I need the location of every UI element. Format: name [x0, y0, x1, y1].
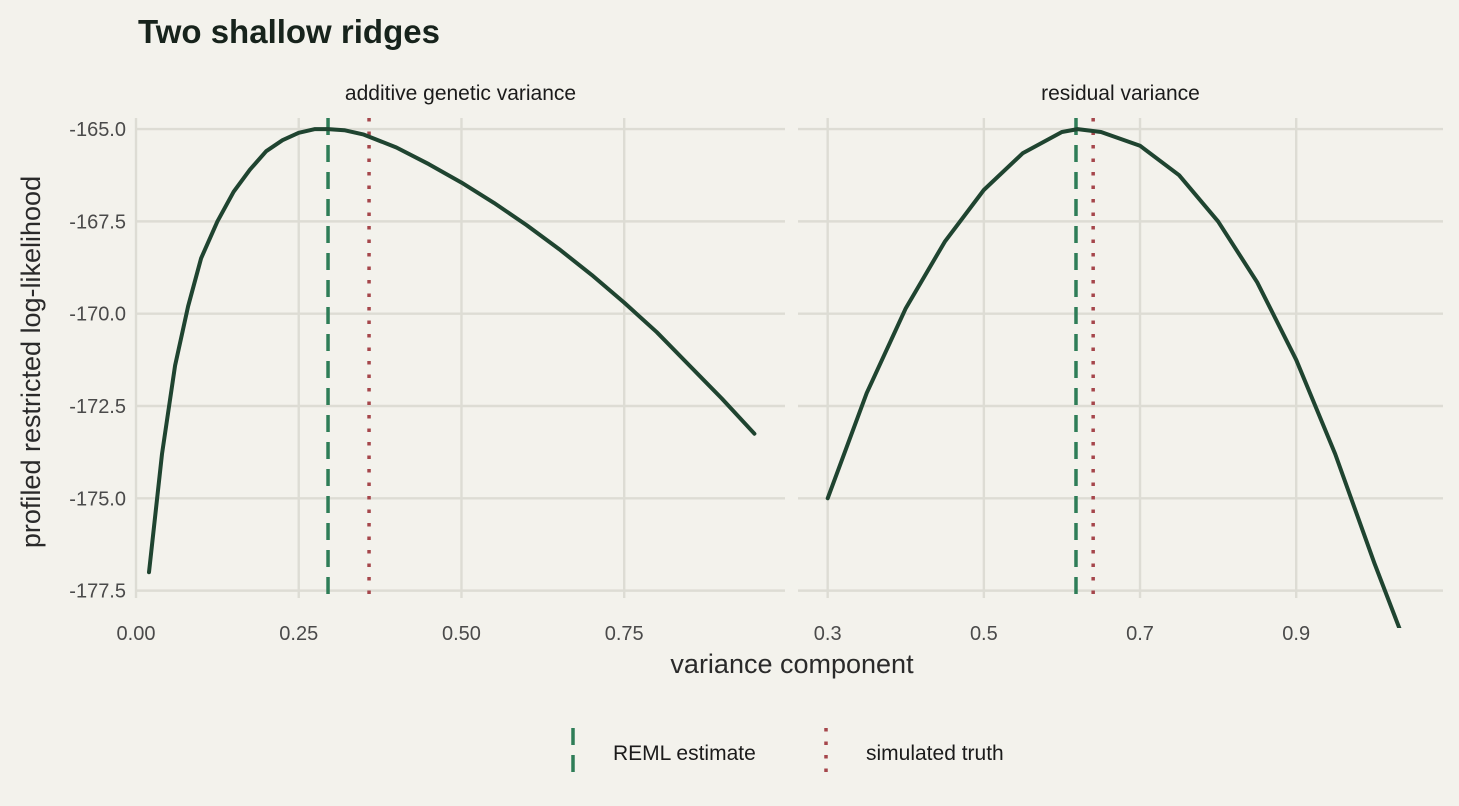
- x-tick-label: 0.7: [1126, 623, 1154, 645]
- legend: REML estimate simulated truth: [571, 728, 1004, 776]
- likelihood-curve: [825, 127, 1402, 628]
- y-tick-label: -165.0: [69, 119, 126, 141]
- x-tick-label: 0.3: [814, 623, 842, 645]
- x-axis-title: variance component: [670, 649, 914, 679]
- y-tick-label: -170.0: [69, 304, 126, 326]
- x-tick-label: 0.9: [1282, 623, 1310, 645]
- chart-title: Two shallow ridges: [138, 13, 440, 50]
- x-tick-label: 0.25: [279, 623, 318, 645]
- legend-item: simulated truth: [824, 728, 1004, 776]
- plot-area: -165.0-167.5-170.0-172.5-175.0-177.50.00…: [69, 82, 1443, 645]
- x-tick-label: 0.50: [442, 623, 481, 645]
- panel-2: 0.3 0.5 0.7 0.9 residual variance: [798, 82, 1443, 645]
- y-axis-title: profiled restricted log-likelihood: [16, 176, 46, 548]
- x-tick-label: 0.00: [117, 623, 156, 645]
- likelihood-curve: [147, 127, 757, 575]
- legend-label: simulated truth: [866, 742, 1004, 765]
- y-tick-label: -177.5: [69, 581, 126, 603]
- y-tick-label: -167.5: [69, 211, 126, 233]
- x-tick-label: 0.5: [970, 623, 998, 645]
- y-tick-label: -175.0: [69, 488, 126, 510]
- y-tick-label: -172.5: [69, 396, 126, 418]
- panel-1: 0.00 0.25 0.50 0.75 additive genetic varianc…: [117, 82, 785, 645]
- legend-item: REML estimate: [571, 728, 756, 776]
- facet-strip-label: additive genetic variance: [345, 82, 576, 105]
- legend-label: REML estimate: [613, 742, 756, 765]
- x-tick-label: 0.75: [605, 623, 644, 645]
- facet-strip-label: residual variance: [1041, 82, 1200, 105]
